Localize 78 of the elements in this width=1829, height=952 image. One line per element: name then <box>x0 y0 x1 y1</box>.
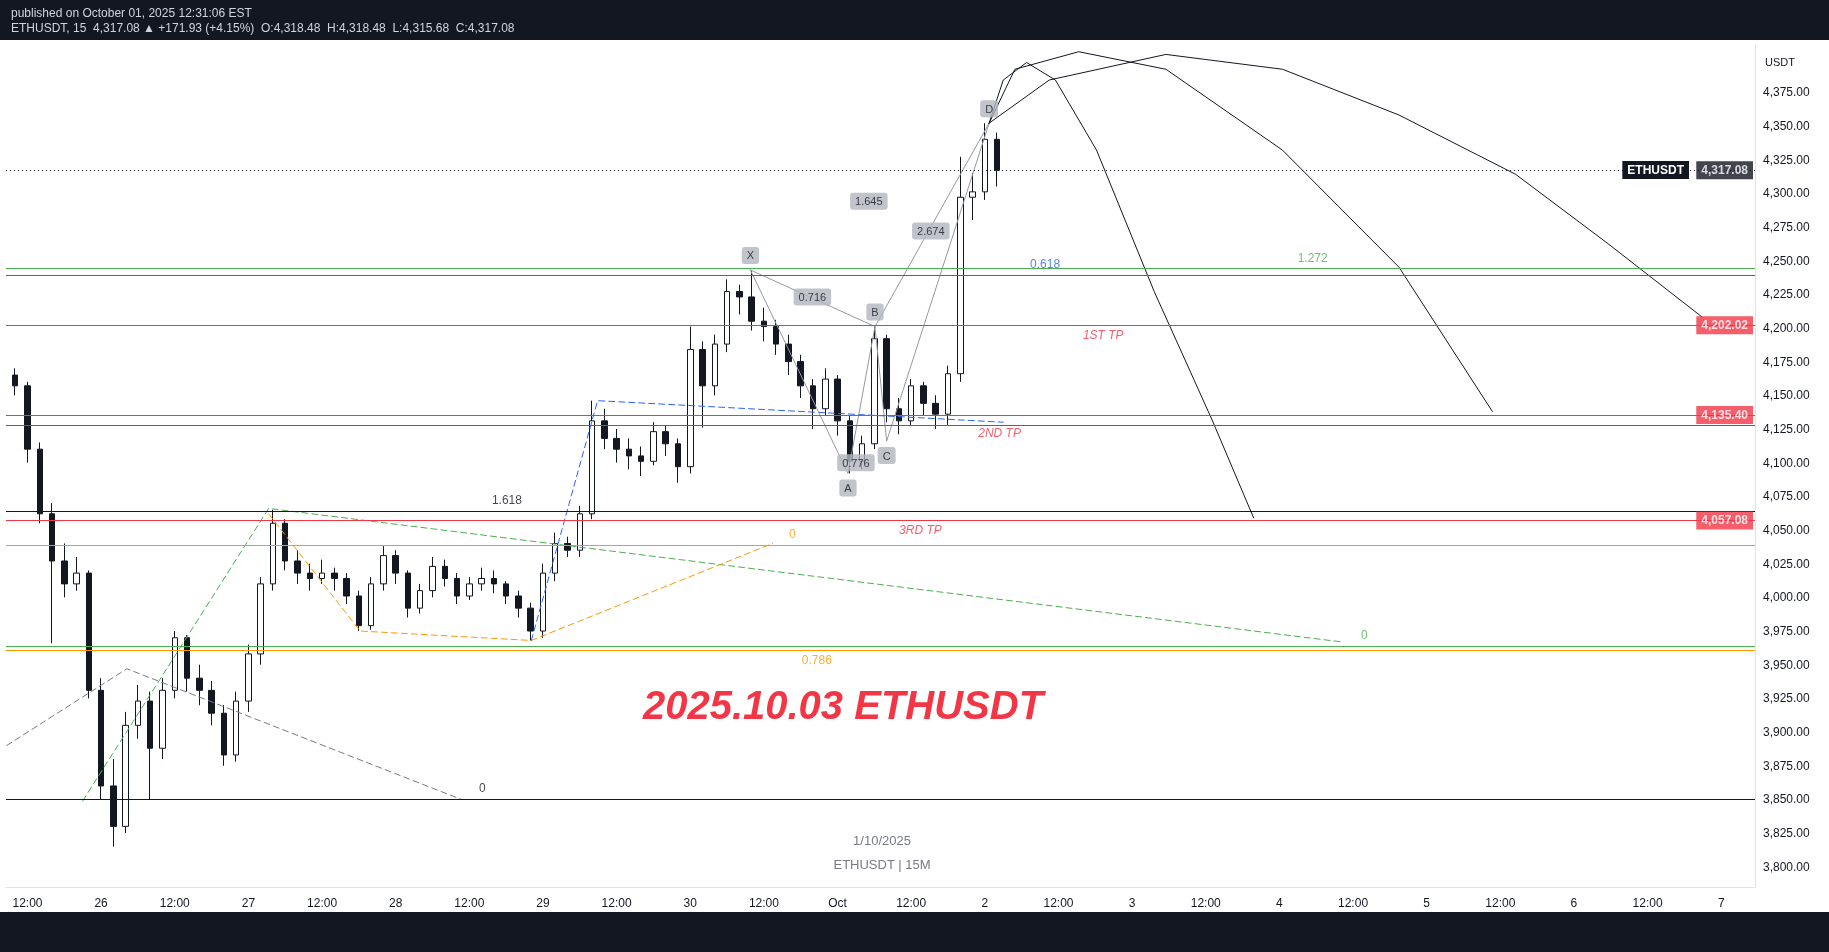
annotation: 0.776 <box>842 456 870 469</box>
annotation: ETHUSDT <box>1627 163 1685 177</box>
annotation: C <box>882 449 891 462</box>
x-tick-label: 29 <box>536 896 550 910</box>
y-tick-label: 4,375.00 <box>1763 85 1811 100</box>
x-tick-label: 5 <box>1423 896 1431 910</box>
x-tick-label: 12:00 <box>1043 896 1074 910</box>
x-tick-label: 12:00 <box>12 896 43 910</box>
annotation: 4,202.02 <box>1701 318 1749 333</box>
x-tick-label: 4 <box>1276 896 1284 910</box>
y-tick-label: 3,950.00 <box>1763 657 1811 672</box>
y-tick-label: 4,325.00 <box>1763 152 1811 167</box>
y-tick-label: 3,975.00 <box>1763 624 1811 639</box>
annotation: 4,317.08 <box>1701 163 1749 178</box>
x-tick-label: 12:00 <box>748 896 780 910</box>
x-tick-label: 2 <box>981 896 989 910</box>
x-tick-label: 12:00 <box>1485 896 1516 910</box>
y-tick-label: 4,225.00 <box>1763 287 1811 302</box>
annotation: 0.618 <box>1030 257 1061 272</box>
annotation: 4,135.40 <box>1701 407 1749 422</box>
annotation: 1.645 <box>855 195 883 208</box>
x-tick-label: 12:00 <box>1632 896 1663 910</box>
x-tick-label: 30 <box>683 896 698 910</box>
y-tick-label: 3,875.00 <box>1763 758 1811 773</box>
y-tick-label: 3,850.00 <box>1763 792 1811 807</box>
y-tick-label: 4,250.00 <box>1763 253 1811 268</box>
annotation: 2ND TP <box>977 425 1021 440</box>
y-tick-label: 3,900.00 <box>1763 725 1811 740</box>
y-tick-label: 4,275.00 <box>1763 219 1811 234</box>
annotation: 0 <box>788 526 796 541</box>
y-tick-label: 3,925.00 <box>1763 691 1811 706</box>
y-tick-label: 4,025.00 <box>1763 556 1811 571</box>
y-tick-label: 4,050.00 <box>1763 522 1811 537</box>
x-tick-label: 26 <box>94 896 109 910</box>
x-tick-label: 12:00 <box>307 896 338 910</box>
annotation: 0 <box>479 781 487 796</box>
y-tick-label: 4,075.00 <box>1763 489 1811 504</box>
y-tick-label: 4,000.00 <box>1763 590 1811 605</box>
y-tick-label: 4,100.00 <box>1763 455 1811 470</box>
x-tick-label: 27 <box>241 896 256 910</box>
x-tick-label: 12:00 <box>454 896 485 910</box>
x-tick-label: 28 <box>389 896 403 910</box>
annotation: 3RD TP <box>899 523 942 538</box>
x-tick-label: 6 <box>1570 896 1578 910</box>
x-tick-label: 3 <box>1128 896 1136 910</box>
y-tick-label: 4,200.00 <box>1763 320 1811 335</box>
annotation: 0.786 <box>801 652 833 667</box>
x-tick-label: 7 <box>1717 896 1725 910</box>
x-tick-label: 12:00 <box>896 896 927 910</box>
annotation: 1.618 <box>491 493 523 508</box>
y-tick-label: 4,125.00 <box>1763 421 1811 436</box>
chart-title: published on October 01, 2025 12:31:06 EST <box>11 6 253 20</box>
annotation: D <box>985 102 994 115</box>
y-tick-label: 4,300.00 <box>1763 186 1811 201</box>
annotation: 2.674 <box>917 224 945 237</box>
y-tick-label: 4,350.00 <box>1763 118 1811 133</box>
annotation: 0.716 <box>798 290 827 303</box>
annotation: A <box>844 481 853 494</box>
chart-subtitle: ETHUSDT, 15 4,317.08 ▲ +171.93 (+4.15%) O:4,318.48 H:4,318.48 L:4,315.68 C:4,317.08 <box>11 21 515 35</box>
y-tick-label: 4,150.00 <box>1763 388 1811 403</box>
annotation: X <box>746 249 755 262</box>
annotation: 1.272 <box>1297 250 1329 265</box>
y-tick-label: 3,825.00 <box>1763 826 1811 841</box>
annotation: 2025.10.03 ETHUSDT <box>641 683 1047 727</box>
annotation: B <box>871 306 879 319</box>
x-tick-label: Oct <box>828 896 848 910</box>
annotation: ETHUSDT | 15M <box>833 856 931 872</box>
y-tick-label: 3,800.00 <box>1763 859 1811 874</box>
x-tick-label: 12:00 <box>1190 896 1222 910</box>
y-tick-label: 4,175.00 <box>1763 354 1811 369</box>
annotation: 1ST TP <box>1082 328 1124 343</box>
x-tick-label: 12:00 <box>159 896 191 910</box>
annotation: 4,057.08 <box>1701 513 1749 528</box>
x-tick-label: 12:00 <box>601 896 632 910</box>
annotation: 1/10/2025 <box>853 832 911 848</box>
x-tick-label: 12:00 <box>1338 896 1369 910</box>
y-axis-title: USDT <box>1765 55 1796 68</box>
annotation: 0 <box>1360 627 1368 642</box>
